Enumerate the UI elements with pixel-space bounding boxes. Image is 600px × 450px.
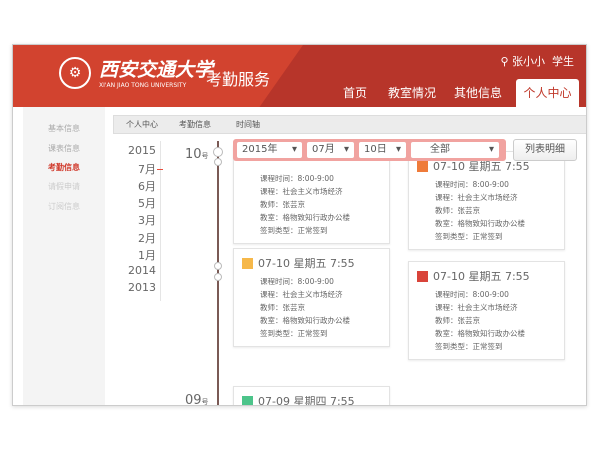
month-5[interactable]: 5月 <box>138 197 156 210</box>
card-title: 07-10 星期五 7:55 <box>433 270 530 283</box>
card-time: 课程时间：8:00-9:00 <box>435 290 509 299</box>
card-teacher: 教师：张芸京 <box>435 206 480 215</box>
card-course: 课程：社会主义市场经济 <box>435 303 518 312</box>
nav-home[interactable]: 首页 <box>342 86 367 100</box>
year-select[interactable]: 2015年 ▾ <box>237 142 302 158</box>
card-teacher: 教师：张芸京 <box>260 200 305 209</box>
card-header: 07-10 星期五 7:55 <box>417 268 556 284</box>
year-2014[interactable]: 2014 <box>128 264 156 277</box>
sidebar-item-subscribe[interactable]: 订阅信息 <box>48 202 80 211</box>
attendance-type-icon <box>417 270 428 282</box>
card-room: 教室：格物致知行政办公楼 <box>260 213 350 222</box>
month-6[interactable]: 6月 <box>138 180 156 193</box>
user-name: 张小小 <box>512 55 545 68</box>
attendance-card[interactable]: 07-09 星期四 7:55 <box>233 386 390 406</box>
attendance-card[interactable]: 07-10 星期五 7:55课程时间：8:00-9:00课程：社会主义市场经济教… <box>233 145 390 244</box>
breadcrumb-attendance[interactable]: 考勤信息 <box>179 120 211 129</box>
year-2015[interactable]: 2015 <box>128 144 156 157</box>
sidebar-item-attendance[interactable]: 考勤信息 <box>48 163 80 172</box>
month-1[interactable]: 1月 <box>138 249 156 262</box>
attendance-type-icon <box>417 160 428 172</box>
user-info[interactable]: ⚲ 张小小 学生 <box>500 53 574 69</box>
chevron-down-icon: ▾ <box>395 144 401 155</box>
card-course: 课程：社会主义市场经济 <box>260 187 343 196</box>
chevron-down-icon: ▾ <box>291 144 297 155</box>
card-room: 教室：格物致知行政办公楼 <box>260 316 350 325</box>
chevron-down-icon: ▾ <box>488 144 494 155</box>
card-course: 课程：社会主义市场经济 <box>260 290 343 299</box>
card-header: 07-09 星期四 7:55 <box>242 393 381 406</box>
type-select[interactable]: 全部 ▾ <box>411 142 499 158</box>
card-time: 课程时间：8:00-9:00 <box>260 277 334 286</box>
card-title: 07-10 星期五 7:55 <box>258 257 355 270</box>
service-title: 考勤服务 <box>206 70 271 89</box>
year-2013[interactable]: 2013 <box>128 281 156 294</box>
card-type: 签到类型：正常签到 <box>260 329 328 338</box>
card-title: 07-09 星期四 7:55 <box>258 395 355 406</box>
active-month-marker <box>157 169 163 170</box>
card-room: 教室：格物致知行政办公楼 <box>435 329 525 338</box>
filter-bar: 2015年 ▾ 07月 ▾ 10日 ▾ 全部 ▾ <box>233 139 506 161</box>
sidebar: 基本信息 课表信息 考勤信息 请假申请 订阅信息 <box>23 107 105 405</box>
university-name-en: XI'AN JIAO TONG UNIVERSITY <box>99 82 187 89</box>
breadcrumb-timeline: 时间轴 <box>236 120 260 129</box>
sidebar-item-leave[interactable]: 请假申请 <box>48 182 80 191</box>
card-header: 07-10 星期五 7:55 <box>417 158 556 174</box>
month-3[interactable]: 3月 <box>138 214 156 227</box>
card-type: 签到类型：正常签到 <box>260 226 328 235</box>
sidebar-item-schedule[interactable]: 课表信息 <box>48 144 80 153</box>
nav-classroom[interactable]: 教室情况 <box>387 86 436 100</box>
attendance-card[interactable]: 07-10 星期五 7:55 课程时间：8:00-9:00 课程：社会主义市场经济教… <box>408 151 565 250</box>
chevron-down-icon: ▾ <box>343 144 349 155</box>
timeline-dot <box>214 273 222 281</box>
card-time: 课程时间：8:00-9:00 <box>260 174 334 183</box>
timeline-dot <box>214 262 222 270</box>
card-teacher: 教师：张芸京 <box>260 303 305 312</box>
user-icon: ⚲ <box>500 55 509 68</box>
header: ⚙ 西安交通大学 XI'AN JIAO TONG UNIVERSITY 考勤服务… <box>13 45 586 107</box>
day-label-09: 09号 <box>185 393 209 406</box>
university-name: 西安交通大学 <box>99 59 214 81</box>
timeline-dot <box>214 158 222 166</box>
nav-other[interactable]: 其他信息 <box>453 86 502 100</box>
month-7[interactable]: 7月 <box>138 163 156 176</box>
attendance-card[interactable]: 07-10 星期五 7:55 课程时间：8:00-9:00 课程：社会主义市场经济教… <box>233 248 390 347</box>
breadcrumb: 个人中心 考勤信息 时间轴 <box>113 115 586 134</box>
month-select[interactable]: 07月 ▾ <box>307 142 354 158</box>
user-role: 学生 <box>552 55 574 68</box>
card-header: 07-10 星期五 7:55 <box>242 255 381 271</box>
card-teacher: 教师：张芸京 <box>435 316 480 325</box>
month-2[interactable]: 2月 <box>138 232 156 245</box>
year-divider <box>160 141 161 301</box>
card-course: 课程：社会主义市场经济 <box>435 193 518 202</box>
attendance-card[interactable]: 07-10 星期五 7:55 课程时间：8:00-9:00 课程：社会主义市场经济教… <box>408 261 565 360</box>
card-type: 签到类型：正常签到 <box>435 342 503 351</box>
day-select[interactable]: 10日 ▾ <box>359 142 406 158</box>
timeline-dot <box>213 147 223 157</box>
card-room: 教室：格物致知行政办公楼 <box>435 219 525 228</box>
card-time: 课程时间：8:00-9:00 <box>435 180 509 189</box>
app-window: ⚙ 西安交通大学 XI'AN JIAO TONG UNIVERSITY 考勤服务… <box>12 44 587 406</box>
card-type: 签到类型：正常签到 <box>435 232 503 241</box>
attendance-type-icon <box>242 395 253 405</box>
day-label-10: 10号 <box>185 147 209 162</box>
card-title: 07-10 星期五 7:55 <box>433 160 530 173</box>
attendance-type-icon <box>242 257 253 269</box>
nav-personal[interactable]: 个人中心 <box>516 79 579 107</box>
breadcrumb-personal[interactable]: 个人中心 <box>126 120 158 129</box>
list-detail-button[interactable]: 列表明细 <box>513 139 577 161</box>
sidebar-item-basic[interactable]: 基本信息 <box>48 124 80 133</box>
university-logo-icon: ⚙ <box>59 57 91 89</box>
